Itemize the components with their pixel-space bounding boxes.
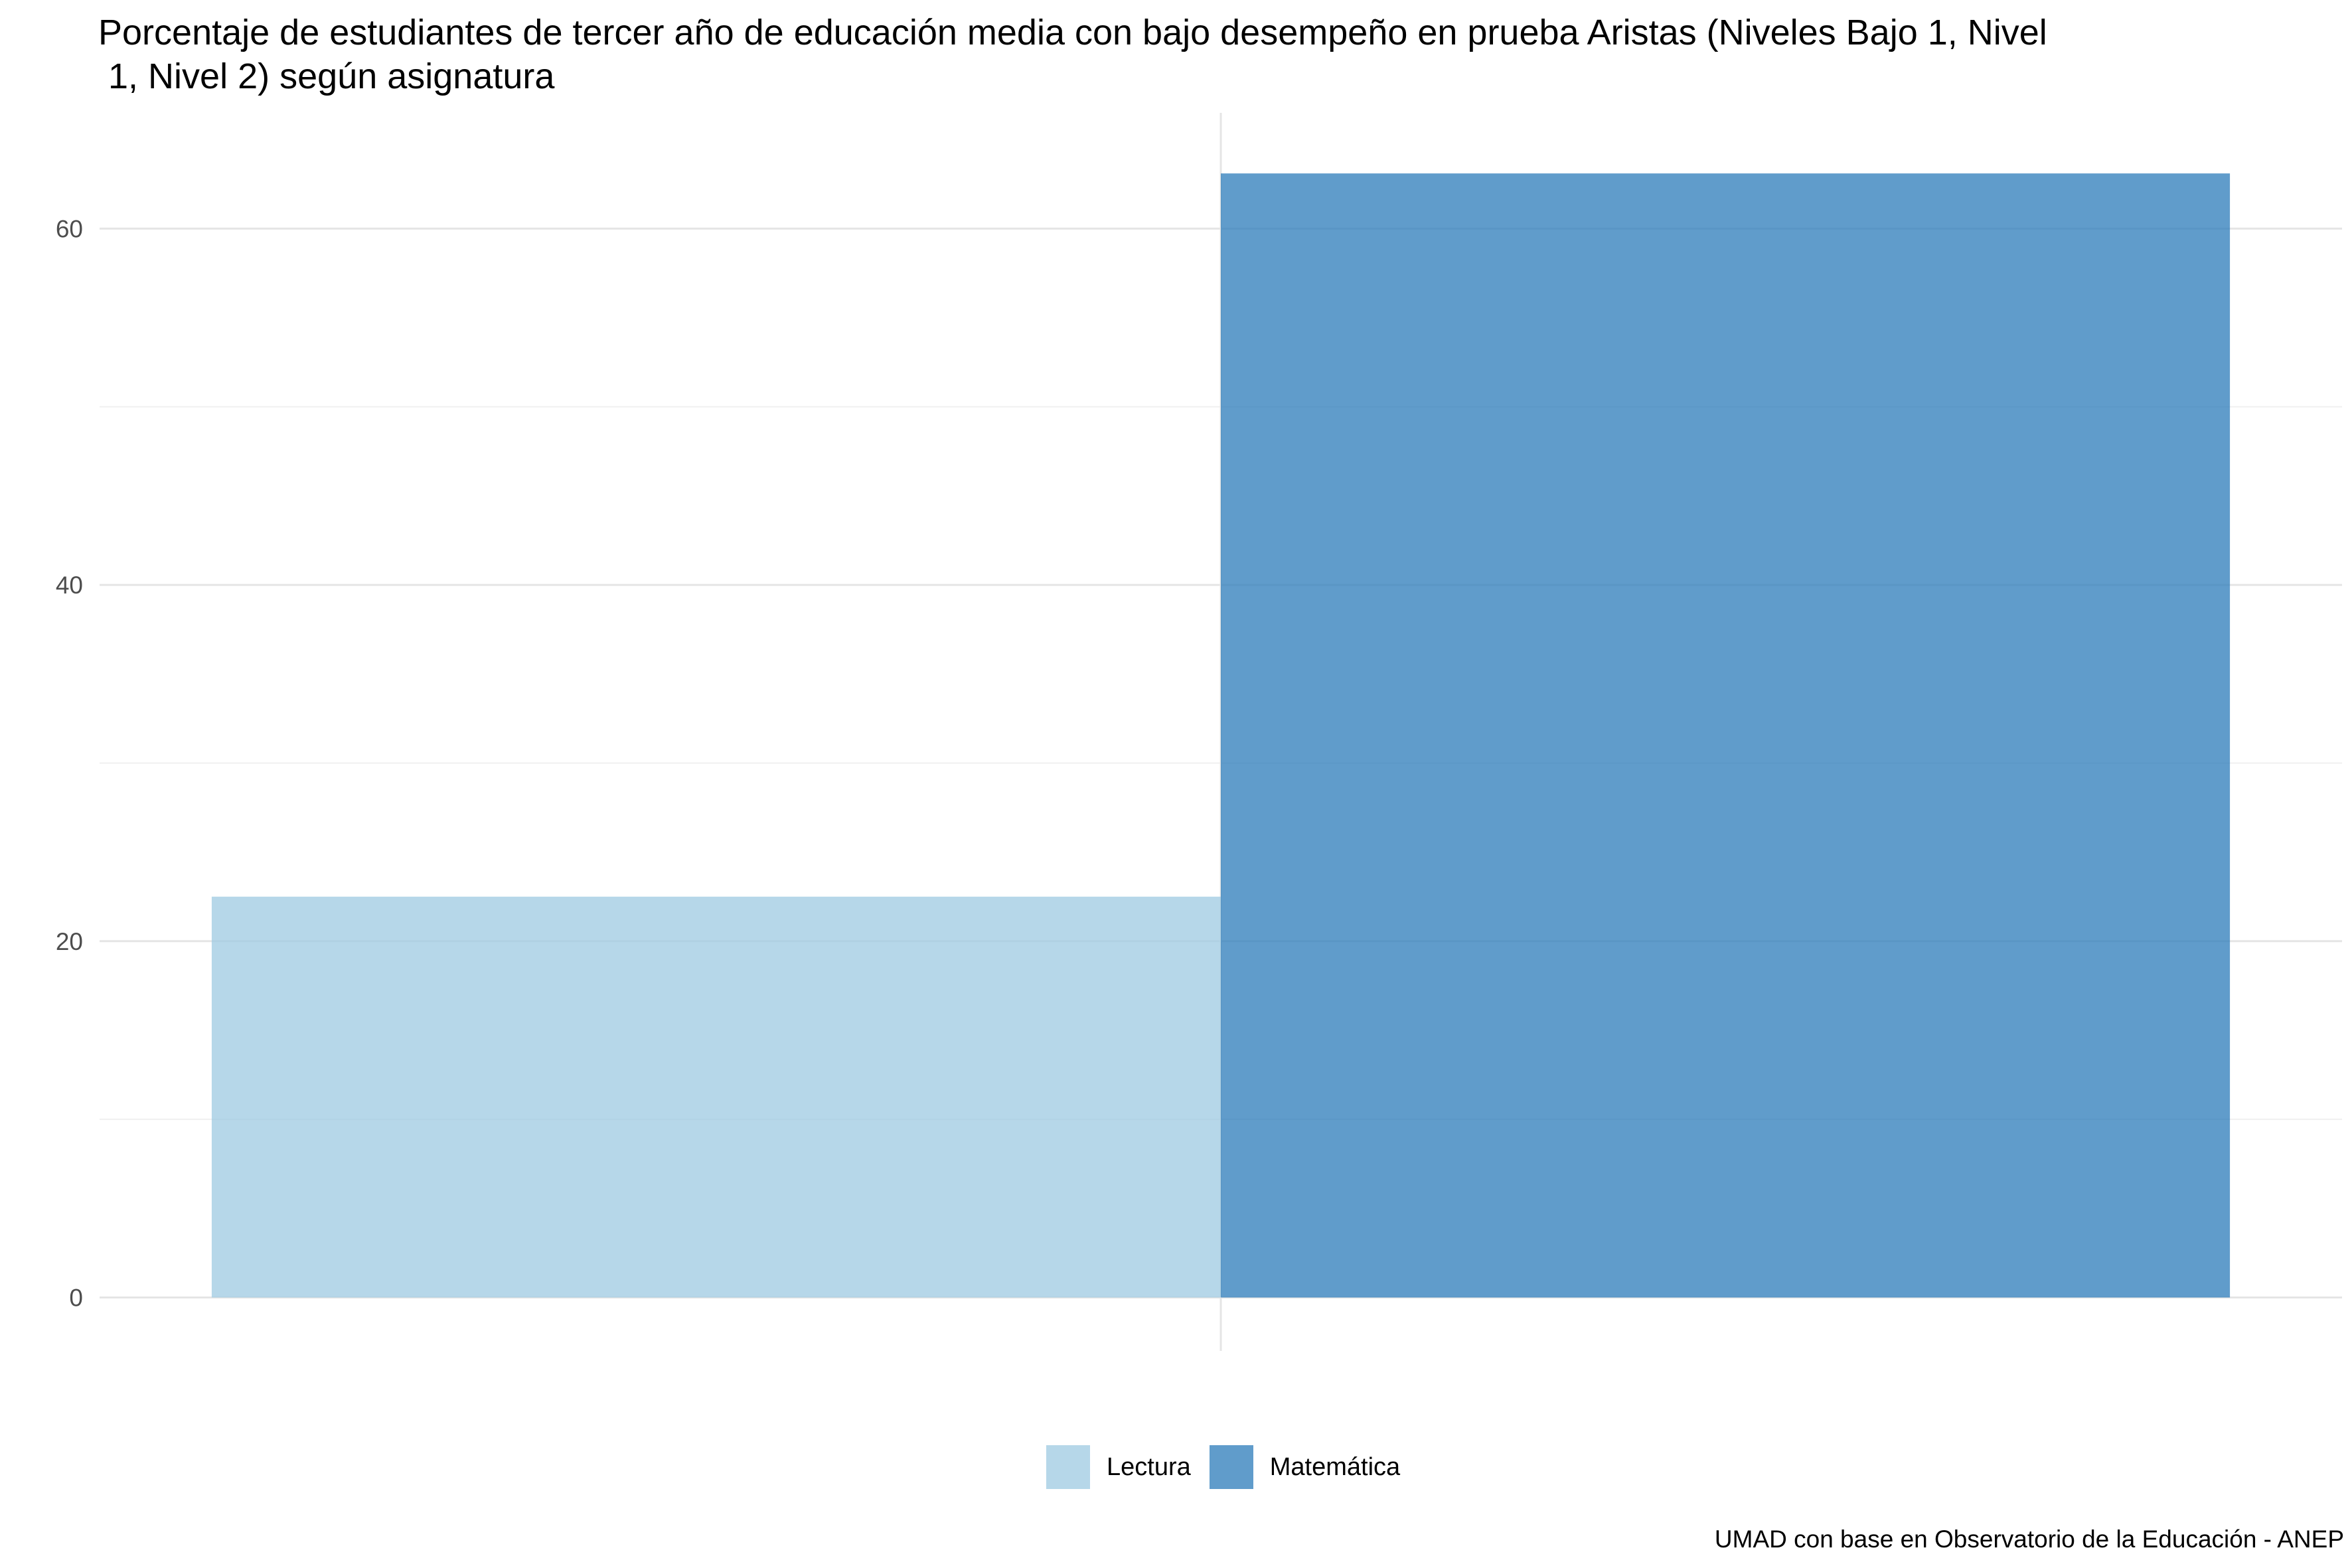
bar-lectura bbox=[211, 896, 1221, 1298]
legend-swatch-matematica bbox=[1209, 1445, 1253, 1489]
legend-item-matematica: Matemática bbox=[1209, 1445, 1401, 1489]
bars bbox=[211, 173, 2231, 1298]
y-tick-label: 0 bbox=[69, 1284, 83, 1311]
y-axis-tick-labels: 0 20 40 60 bbox=[56, 215, 83, 1311]
y-tick-label: 60 bbox=[56, 215, 83, 242]
y-tick-label: 40 bbox=[56, 572, 83, 599]
y-tick-label: 20 bbox=[56, 928, 83, 955]
legend-item-lectura: Lectura bbox=[1046, 1445, 1191, 1489]
bar-matematica bbox=[1221, 173, 2231, 1298]
source-caption: UMAD con base en Observatorio de la Educ… bbox=[1714, 1526, 2344, 1553]
legend-swatch-lectura bbox=[1046, 1445, 1090, 1489]
chart-title: Porcentaje de estudiantes de tercer año … bbox=[98, 13, 2047, 96]
legend-label-matematica: Matemática bbox=[1269, 1452, 1401, 1481]
legend: Lectura Matemática bbox=[1046, 1445, 1419, 1489]
legend-label-lectura: Lectura bbox=[1107, 1452, 1191, 1481]
